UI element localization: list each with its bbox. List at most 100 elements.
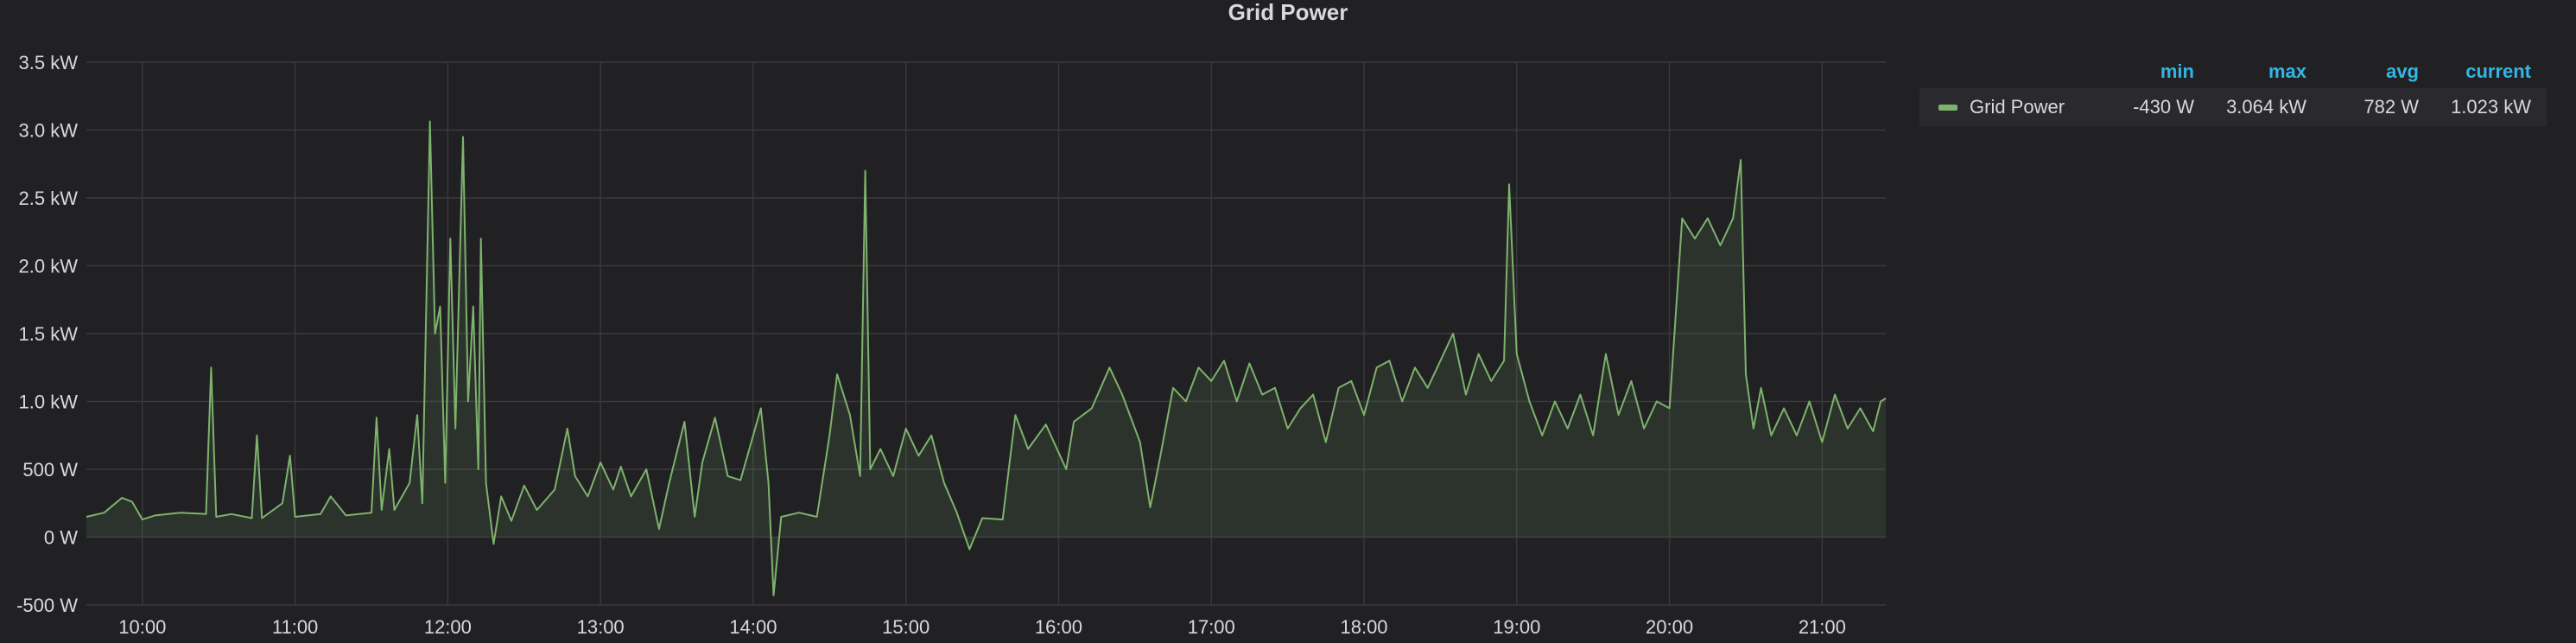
data-point (478, 468, 479, 470)
data-point (416, 414, 418, 416)
data-point (1073, 421, 1075, 423)
data-point (1618, 414, 1620, 416)
data-point (1108, 366, 1110, 368)
series-line (86, 120, 1887, 596)
data-point (600, 462, 601, 463)
data-point (1091, 407, 1093, 409)
data-point (210, 366, 212, 368)
legend-header-max[interactable]: max (2268, 60, 2306, 82)
legend-row-grid-power[interactable]: Grid Power -430 W 3.064 kW 782 W 1.023 k… (1919, 88, 2547, 126)
data-point (440, 306, 441, 308)
legend-swatch-icon[interactable] (1938, 104, 1957, 111)
x-tick-label: 15:00 (882, 616, 930, 638)
data-point (1605, 353, 1607, 355)
data-point (376, 417, 378, 418)
data-point (1150, 506, 1152, 508)
x-tick-label: 19:00 (1493, 616, 1540, 638)
data-point (1567, 428, 1569, 430)
data-point (701, 462, 703, 463)
data-point (1172, 387, 1174, 389)
data-point (849, 414, 851, 416)
data-point (1210, 380, 1212, 382)
data-point (449, 238, 451, 239)
data-point (104, 512, 105, 513)
data-point (121, 497, 123, 499)
data-point (282, 502, 283, 504)
data-point (381, 509, 383, 511)
data-point (1325, 442, 1327, 443)
data-point (968, 549, 970, 551)
data-point (714, 417, 716, 418)
data-point (389, 449, 390, 450)
data-point (981, 518, 983, 519)
data-point (1770, 435, 1772, 436)
data-point (1363, 414, 1365, 416)
data-point (1139, 442, 1141, 443)
data-point (1312, 394, 1314, 396)
legend-series[interactable]: Grid Power (1919, 96, 2082, 118)
grid-power-chart[interactable]: -500 W 0 W 500 W 1.0 kW 1.5 kW 2.0 kW 2.5 kW 3.… (0, 0, 1900, 643)
data-point (574, 475, 576, 477)
data-point (131, 501, 133, 503)
data-point (1045, 423, 1047, 425)
data-point (1745, 373, 1747, 375)
data-point (1465, 394, 1467, 396)
data-point (1452, 333, 1454, 334)
data-point (320, 513, 321, 515)
data-point (394, 509, 396, 511)
legend-header-current[interactable]: current (2465, 60, 2531, 82)
data-point (567, 428, 568, 430)
data-point (142, 519, 143, 520)
y-axis-ticks: -500 W 0 W 500 W 1.0 kW 1.5 kW 2.0 kW 2.5 kW 3.… (16, 52, 78, 616)
data-point (1002, 519, 1004, 520)
data-point (554, 489, 555, 491)
data-point (1261, 394, 1263, 396)
x-axis-ticks: 10:00 11:00 12:00 13:00 14:00 15:00 16:00 17:00… (118, 616, 1846, 638)
legend-series-label[interactable]: Grid Power (1970, 96, 2065, 118)
x-tick-label: 20:00 (1646, 616, 1693, 638)
data-point (1834, 394, 1836, 396)
data-point (669, 482, 670, 484)
data-point (612, 489, 614, 491)
data-point (435, 333, 436, 334)
series-layer (86, 120, 1887, 596)
y-tick-label: 500 W (22, 459, 78, 481)
legend-header: min max avg current (1919, 55, 2547, 88)
data-point (206, 513, 207, 515)
data-point (658, 528, 660, 530)
data-point (1014, 414, 1016, 416)
data-point (1885, 398, 1887, 399)
data-point (215, 516, 217, 518)
data-point (256, 435, 257, 436)
x-tick-label: 16:00 (1035, 616, 1082, 638)
data-point (1503, 360, 1505, 361)
data-point (1669, 407, 1671, 409)
data-point (467, 401, 469, 403)
data-point (892, 475, 894, 477)
data-point (865, 170, 866, 172)
data-point (1389, 360, 1391, 361)
x-tick-label: 12:00 (424, 616, 472, 638)
panel-title[interactable]: Grid Power (1228, 0, 1348, 25)
x-tick-label: 21:00 (1799, 616, 1846, 638)
data-point (1516, 353, 1518, 355)
data-point (1299, 407, 1301, 409)
data-point (1401, 401, 1403, 403)
data-point (1643, 428, 1645, 430)
legend-header-min[interactable]: min (2160, 60, 2194, 82)
data-point (1065, 468, 1067, 470)
data-point (1554, 401, 1556, 403)
data-point (1847, 428, 1849, 430)
data-point (409, 482, 410, 484)
data-point (251, 518, 253, 519)
x-tick-label: 17:00 (1188, 616, 1235, 638)
x-tick-label: 18:00 (1340, 616, 1387, 638)
data-point (1027, 449, 1029, 450)
data-point (1248, 363, 1250, 365)
data-point (1223, 360, 1225, 361)
data-point (1880, 401, 1881, 403)
data-point (1198, 366, 1200, 368)
legend-header-avg[interactable]: avg (2386, 60, 2419, 82)
legend-table: min max avg current Grid Power -430 W 3.… (1919, 55, 2547, 126)
data-point (1694, 238, 1696, 239)
